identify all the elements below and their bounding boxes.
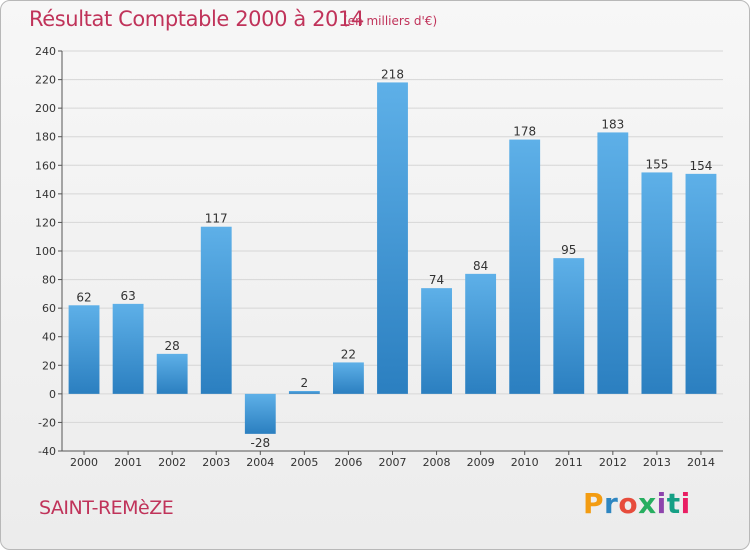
y-tick-label: 60 — [42, 302, 56, 315]
y-tick-label: 240 — [35, 45, 56, 58]
bar-2000 — [68, 305, 100, 394]
value-label-2003: 117 — [205, 212, 228, 226]
y-tick-label: 100 — [35, 245, 56, 258]
logo-letter: i — [656, 487, 667, 520]
y-tick-label: 140 — [35, 188, 56, 201]
x-tick-label: 2008 — [423, 456, 451, 469]
y-tick-label: 220 — [35, 74, 56, 87]
value-label-2004: -28 — [250, 436, 270, 450]
value-label-2012: 183 — [601, 117, 624, 131]
logo-letter: P — [583, 487, 605, 520]
value-label-2014: 154 — [690, 159, 713, 173]
value-label-2000: 62 — [76, 290, 91, 304]
bar-2011 — [553, 258, 585, 394]
x-tick-label: 2007 — [379, 456, 407, 469]
value-label-2010: 178 — [513, 125, 536, 139]
logo-letter: o — [618, 487, 639, 520]
bar-2004 — [244, 393, 276, 434]
x-tick-label: 2013 — [643, 456, 671, 469]
x-tick-label: 2012 — [599, 456, 627, 469]
y-tick-label: -20 — [38, 416, 56, 429]
y-tick-label: 20 — [42, 359, 56, 372]
x-tick-label: 2010 — [511, 456, 539, 469]
bar-2006 — [333, 362, 364, 394]
logo-letter: i — [680, 487, 691, 520]
bar-2008 — [421, 288, 452, 394]
y-tick-label: 80 — [42, 274, 56, 287]
value-label-2013: 155 — [645, 157, 668, 171]
value-label-2008: 74 — [429, 273, 444, 287]
value-label-2011: 95 — [561, 243, 576, 257]
x-tick-label: 2003 — [202, 456, 230, 469]
bars — [68, 82, 717, 434]
value-label-2002: 28 — [165, 339, 180, 353]
bar-2001 — [112, 303, 144, 394]
x-tick-label: 2000 — [70, 456, 98, 469]
bar-2002 — [156, 353, 188, 394]
bar-2012 — [597, 132, 629, 394]
value-label-2005: 2 — [301, 376, 309, 390]
x-tick-label: 2001 — [114, 456, 142, 469]
x-tick-label: 2002 — [158, 456, 186, 469]
logo-letter: r — [604, 487, 619, 520]
x-tick-label: 2004 — [246, 456, 274, 469]
value-label-2007: 218 — [381, 67, 404, 81]
x-tick-label: 2011 — [555, 456, 583, 469]
y-tick-label: -40 — [38, 445, 56, 458]
chart-title: Résultat Comptable 2000 à 2014 — [29, 7, 364, 31]
value-label-2001: 63 — [120, 289, 135, 303]
logo-letter: x — [638, 487, 657, 520]
proxiti-logo[interactable]: Proxiti — [583, 487, 691, 520]
x-tick-label: 2009 — [467, 456, 495, 469]
bar-2010 — [509, 139, 541, 394]
bar-2014 — [685, 173, 717, 394]
bar-2003 — [200, 226, 232, 394]
y-tick-label: 160 — [35, 159, 56, 172]
y-tick-label: 180 — [35, 131, 56, 144]
x-tick-label: 2014 — [687, 456, 715, 469]
chart-subtitle: (en milliers d'€) — [343, 14, 438, 28]
bar-2013 — [641, 172, 673, 394]
logo-letter: t — [666, 487, 681, 520]
bar-2009 — [465, 273, 497, 394]
y-tick-label: 120 — [35, 216, 56, 229]
value-label-2009: 84 — [473, 259, 488, 273]
commune-name: SAINT-REMèZE — [39, 497, 174, 519]
bar-2005 — [288, 391, 320, 394]
bar-2007 — [377, 82, 408, 394]
y-tick-label: 200 — [35, 102, 56, 115]
x-tick-label: 2005 — [290, 456, 318, 469]
value-label-2006: 22 — [341, 347, 356, 361]
axes: -40 -20 0 20 40 60 80 100 120 140 160 180 200 220 240 2… — [35, 45, 723, 469]
x-tick-label: 2006 — [334, 456, 362, 469]
y-tick-label: 40 — [42, 331, 56, 344]
y-tick-label: 0 — [49, 388, 56, 401]
